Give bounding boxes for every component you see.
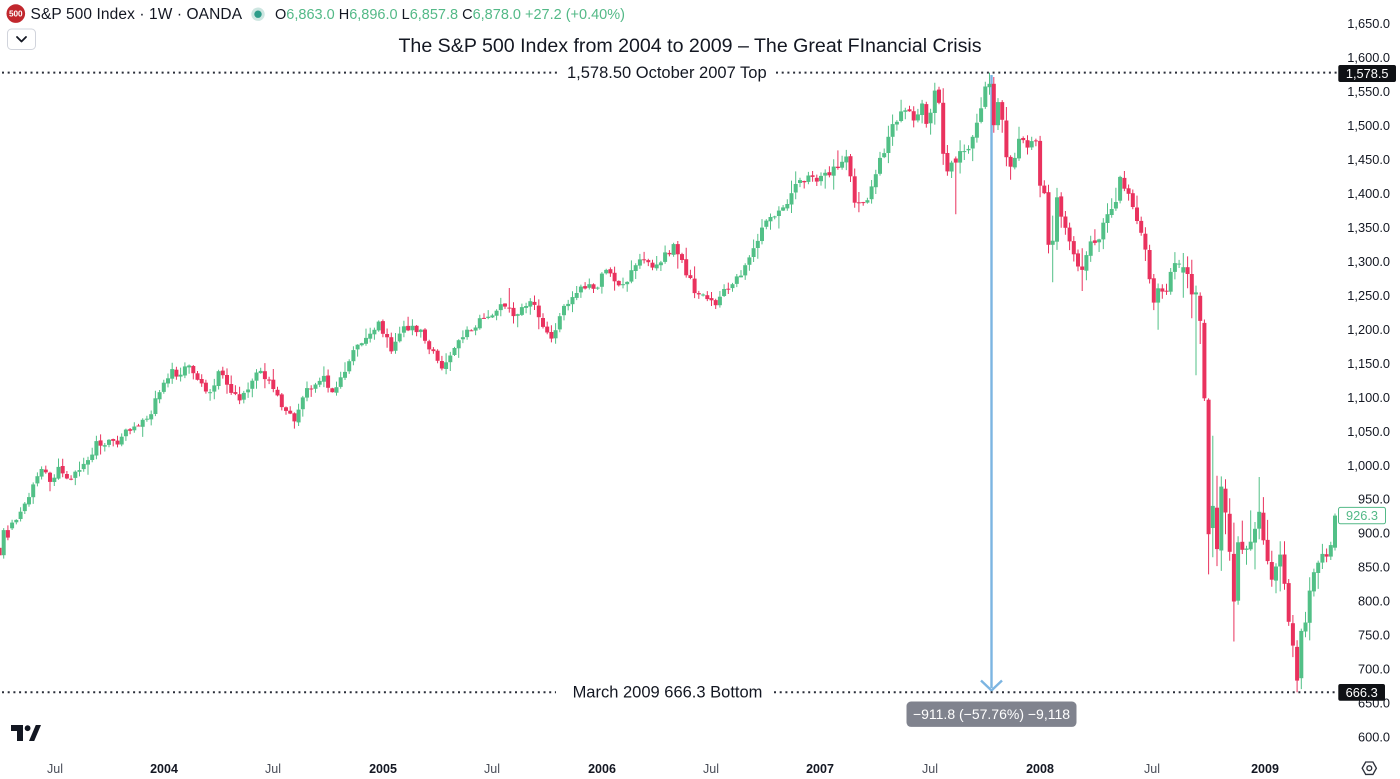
svg-text:900.0: 900.0 <box>1358 526 1390 541</box>
svg-text:800.0: 800.0 <box>1358 594 1390 609</box>
svg-text:2007: 2007 <box>806 762 834 776</box>
svg-text:Jul: Jul <box>47 762 63 776</box>
svg-text:1,450.0: 1,450.0 <box>1347 152 1390 167</box>
svg-text:1,200.0: 1,200.0 <box>1347 322 1390 337</box>
svg-text:700.0: 700.0 <box>1358 662 1390 677</box>
svg-text:2005: 2005 <box>369 762 397 776</box>
svg-text:Jul: Jul <box>1144 762 1160 776</box>
svg-text:1,100.0: 1,100.0 <box>1347 390 1390 405</box>
svg-text:926.3: 926.3 <box>1346 508 1378 523</box>
svg-text:666.3: 666.3 <box>1346 685 1378 700</box>
svg-text:O6,863.0 H6,896.0 L6,857.8 C6,: O6,863.0 H6,896.0 L6,857.8 C6,878.0 +27.… <box>275 7 625 23</box>
svg-text:1,300.0: 1,300.0 <box>1347 254 1390 269</box>
svg-text:1,150.0: 1,150.0 <box>1347 356 1390 371</box>
svg-text:500: 500 <box>9 10 23 19</box>
svg-text:Jul: Jul <box>265 762 281 776</box>
svg-text:1,650.0: 1,650.0 <box>1347 16 1390 31</box>
svg-text:1,250.0: 1,250.0 <box>1347 288 1390 303</box>
svg-text:600.0: 600.0 <box>1358 730 1390 745</box>
svg-text:Jul: Jul <box>922 762 938 776</box>
svg-text:1,400.0: 1,400.0 <box>1347 186 1390 201</box>
svg-text:1,550.0: 1,550.0 <box>1347 84 1390 99</box>
svg-text:−911.8 (−57.76%) −9,118: −911.8 (−57.76%) −9,118 <box>913 706 1070 722</box>
svg-text:The S&P 500 Index from 2004 to: The S&P 500 Index from 2004 to 2009 – Th… <box>398 35 981 57</box>
svg-text:Jul: Jul <box>703 762 719 776</box>
svg-text:1,600.0: 1,600.0 <box>1347 50 1390 65</box>
svg-text:850.0: 850.0 <box>1358 560 1390 575</box>
svg-text:2009: 2009 <box>1251 762 1279 776</box>
svg-text:1,578.50 October 2007 Top: 1,578.50 October 2007 Top <box>567 64 767 82</box>
svg-text:2008: 2008 <box>1026 762 1054 776</box>
svg-text:Jul: Jul <box>484 762 500 776</box>
svg-text:1,578.5: 1,578.5 <box>1346 66 1389 81</box>
svg-text:1,000.0: 1,000.0 <box>1347 458 1390 473</box>
svg-text:March 2009 666.3 Bottom: March 2009 666.3 Bottom <box>573 683 763 701</box>
svg-text:2004: 2004 <box>150 762 178 776</box>
svg-text:1,350.0: 1,350.0 <box>1347 220 1390 235</box>
svg-text:S&P 500 Index · 1W · OANDA: S&P 500 Index · 1W · OANDA <box>31 6 243 23</box>
svg-text:1,500.0: 1,500.0 <box>1347 118 1390 133</box>
svg-text:950.0: 950.0 <box>1358 492 1390 507</box>
svg-text:2006: 2006 <box>588 762 616 776</box>
svg-text:750.0: 750.0 <box>1358 628 1390 643</box>
svg-text:1,050.0: 1,050.0 <box>1347 424 1390 439</box>
